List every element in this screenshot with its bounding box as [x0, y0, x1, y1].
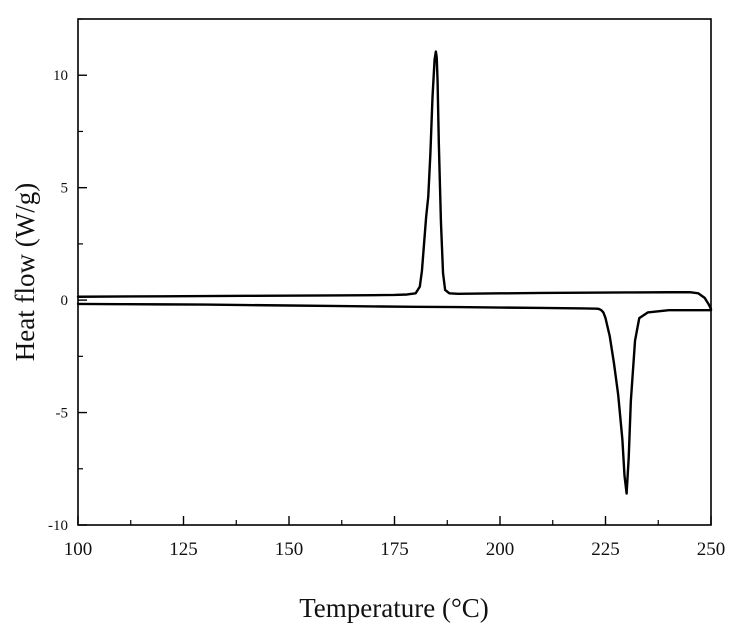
- x-axis-ticks: 100 125 150 175 200 225 250: [64, 516, 726, 560]
- y-tick-label: 5: [61, 181, 69, 197]
- x-axis-label: Temperature (°C): [299, 593, 489, 623]
- y-tick-label: -10: [48, 518, 68, 534]
- x-tick-label: 225: [591, 539, 620, 560]
- y-axis-ticks: -10 -5 0 5 10: [48, 18, 87, 534]
- x-tick-label: 100: [64, 539, 93, 560]
- x-tick-label: 125: [169, 539, 198, 560]
- y-axis-label: Heat flow (W/g): [10, 183, 40, 361]
- heating-curve-line: [76, 302, 713, 495]
- y-tick-label: -5: [56, 406, 69, 422]
- series-layer: [76, 50, 713, 495]
- x-tick-label: 250: [697, 539, 726, 560]
- plot-frame: [77, 18, 712, 526]
- x-tick-label: 150: [275, 539, 304, 560]
- cooling-curve-line: [76, 50, 713, 311]
- y-tick-label: 0: [61, 293, 69, 309]
- x-tick-label: 175: [380, 539, 409, 560]
- x-tick-label: 200: [486, 539, 515, 560]
- y-tick-label: 10: [53, 68, 68, 84]
